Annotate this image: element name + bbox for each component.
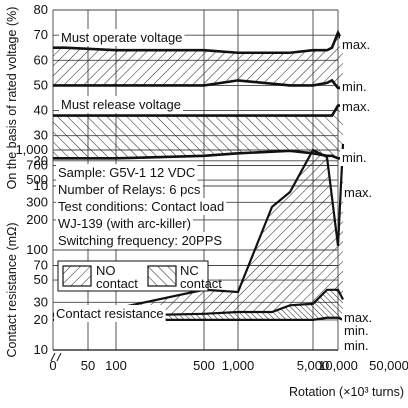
legend-label-no-2: contact (96, 276, 138, 291)
release-max-label: max. (342, 99, 370, 114)
x-tick-label: 5,000 (297, 358, 330, 373)
legend-swatch-nc (147, 265, 177, 287)
no-contact-band (53, 143, 343, 316)
must-operate-label: Must operate voltage (61, 30, 182, 45)
sample-note-line-bg (56, 198, 227, 215)
operate-min-label-bg (340, 78, 369, 95)
release-min-label: min. (342, 150, 367, 165)
must-release-label-bg (59, 96, 183, 113)
x-tick-label: 50 (81, 358, 95, 373)
sample-note-line: Sample: G5V-1 12 VDC (58, 165, 195, 180)
band-fills (53, 32, 343, 320)
y-tick-label-resistance: 20 (34, 312, 48, 327)
axis-break-mark (50, 352, 62, 362)
voltage-series-line-3 (53, 149, 343, 160)
y-tick-label-resistance: 30 (34, 294, 48, 309)
legend-label-nc: NC (180, 263, 199, 278)
sample-note-line: Switching frequency: 20PPS (58, 233, 222, 248)
y-tick-label-resistance: 100 (26, 242, 48, 257)
y-tick-label-resistance: 1,000 (15, 142, 48, 157)
y-tick-label-voltage: 70 (34, 27, 48, 42)
y-tick-label-voltage: 10 (34, 178, 48, 193)
voltage-series-line-2 (53, 104, 343, 117)
y-tick-label-resistance: 500 (26, 172, 48, 187)
y-tick-label-voltage: 40 (34, 103, 48, 118)
y-tick-label-resistance: 300 (26, 194, 48, 209)
x-tick-label: 500 (193, 358, 215, 373)
x-axis-title: Rotation (×10³ turns) (289, 385, 404, 399)
x-tick-label: 10,000 (318, 358, 358, 373)
operate-min-label: min. (342, 79, 367, 94)
resistance-max-label-2: max. (344, 310, 372, 325)
sample-note-line: Number of Relays: 6 pcs (58, 182, 201, 197)
resistance-min-label: min. (344, 323, 369, 338)
must-operate-band (53, 32, 343, 88)
y-tick-label-voltage: 60 (34, 52, 48, 67)
y-tick-label-resistance: 70 (34, 257, 48, 272)
sample-note-line-bg (56, 215, 193, 232)
must-release-band (53, 105, 343, 159)
y-tick-label-resistance: 700 (26, 157, 48, 172)
legend-swatch-no (62, 265, 92, 287)
y-tick-label-voltage: 80 (34, 2, 48, 17)
y-tick-label-resistance: 50 (34, 272, 48, 287)
axis-break (48, 352, 62, 360)
voltage-series-line-1 (53, 78, 343, 90)
chart-text: 1020304050607080102030507010020030050070… (5, 2, 408, 399)
contact-resistance-label: Contact resistance (56, 306, 164, 321)
resistance-min-label-bg (342, 322, 371, 339)
release-min-label-bg (340, 149, 369, 166)
voltage-series-line-0 (53, 29, 345, 55)
x-tick-label: 0 (49, 358, 56, 373)
x-tick-label: 50,000 (369, 358, 408, 373)
legend-label-nc-2: contact (180, 276, 222, 291)
must-release-label: Must release voltage (61, 97, 181, 112)
operate-max-label-bg (340, 36, 373, 53)
legend-label-no: NO (96, 263, 116, 278)
sample-note-line: WJ-139 (with arc-killer) (58, 216, 191, 231)
resistance-min-label-2-bg (342, 337, 371, 354)
sample-note-line-bg (56, 181, 203, 198)
y-axis-title-resistance: Contact resistance (mΩ) (5, 222, 19, 357)
contact-resistance-label-bg (54, 305, 166, 322)
sample-note-line-bg (56, 164, 198, 181)
sample-note-line: Test conditions: Contact load (58, 199, 224, 214)
resistance-max-label-2-bg (342, 309, 375, 326)
y-tick-label-voltage: 50 (34, 77, 48, 92)
y-tick-label-resistance: 10 (34, 342, 48, 357)
release-max-label-bg (340, 98, 373, 115)
x-tick-label: 1,000 (222, 358, 255, 373)
y-tick-label-voltage: 20 (34, 153, 48, 168)
x-tick-label: 100 (105, 358, 127, 373)
y-tick-label-resistance: 200 (26, 212, 48, 227)
resistance-min-label-2: min. (344, 338, 369, 353)
sample-note-line-bg (56, 232, 225, 249)
must-operate-label-bg (59, 29, 185, 46)
y-tick-label-voltage: 30 (34, 128, 48, 143)
resistance-max-label: max. (344, 185, 372, 200)
y-axis-title-voltage: On the basis of rated voltage (%) (5, 7, 19, 190)
resistance-max-label-bg (342, 184, 375, 201)
operate-max-label: max. (342, 37, 370, 52)
